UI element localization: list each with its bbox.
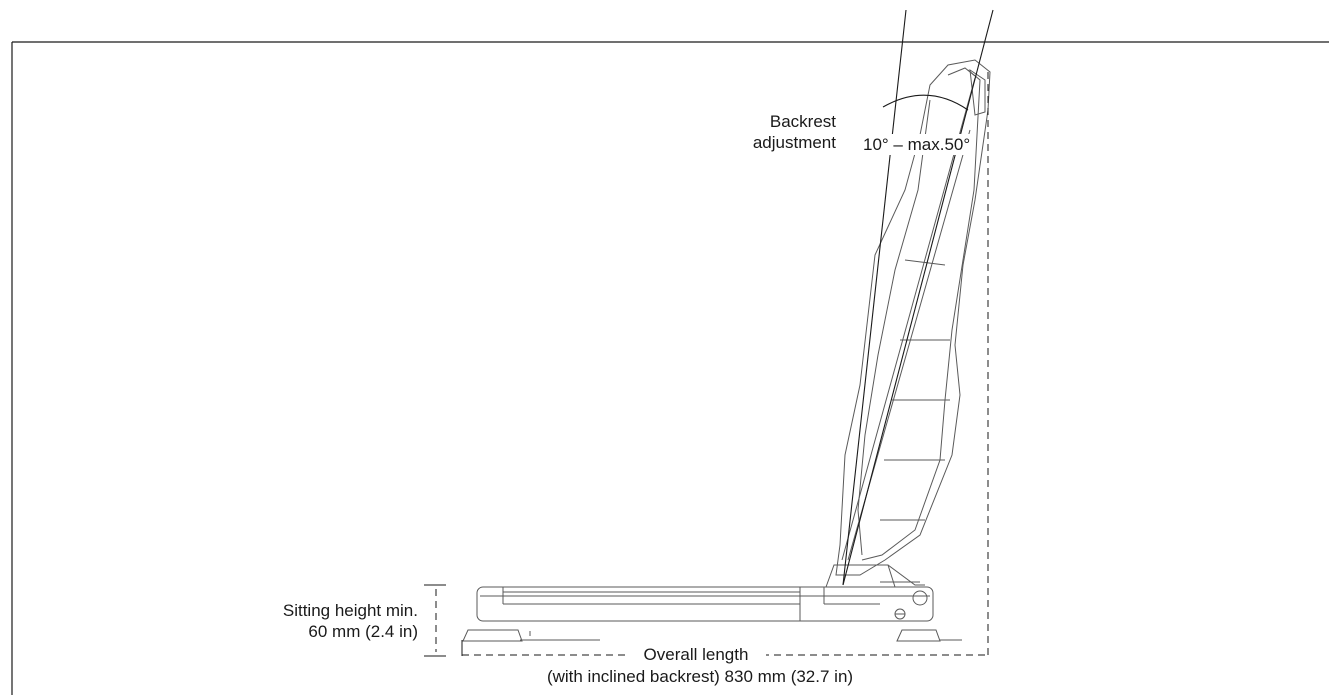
sitting-height-dimension — [424, 584, 446, 657]
backrest-label-line2: adjustment — [752, 133, 836, 152]
frame-border — [11, 41, 1329, 695]
backrest-label-line1: Backrest — [769, 112, 836, 131]
overall-length-dimension — [461, 72, 989, 656]
sitting-height-line1: Sitting height min. — [282, 601, 418, 620]
backrest-angle-lines — [842, 9, 994, 586]
sitting-height-line2: 60 mm (2.4 in) — [308, 622, 418, 641]
angle-arc — [882, 94, 969, 111]
sitting-height-label: Sitting height min. 60 mm (2.4 in) — [232, 600, 418, 642]
backrest-adjustment-label: Backrest adjustment — [694, 111, 836, 153]
overall-length-title: Overall length — [626, 644, 766, 665]
seat-base — [462, 564, 962, 642]
overall-length-subtitle: (with inclined backrest) 830 mm (32.7 in… — [546, 667, 854, 686]
backrest-angle-range: 10° – max.50° — [861, 134, 973, 155]
